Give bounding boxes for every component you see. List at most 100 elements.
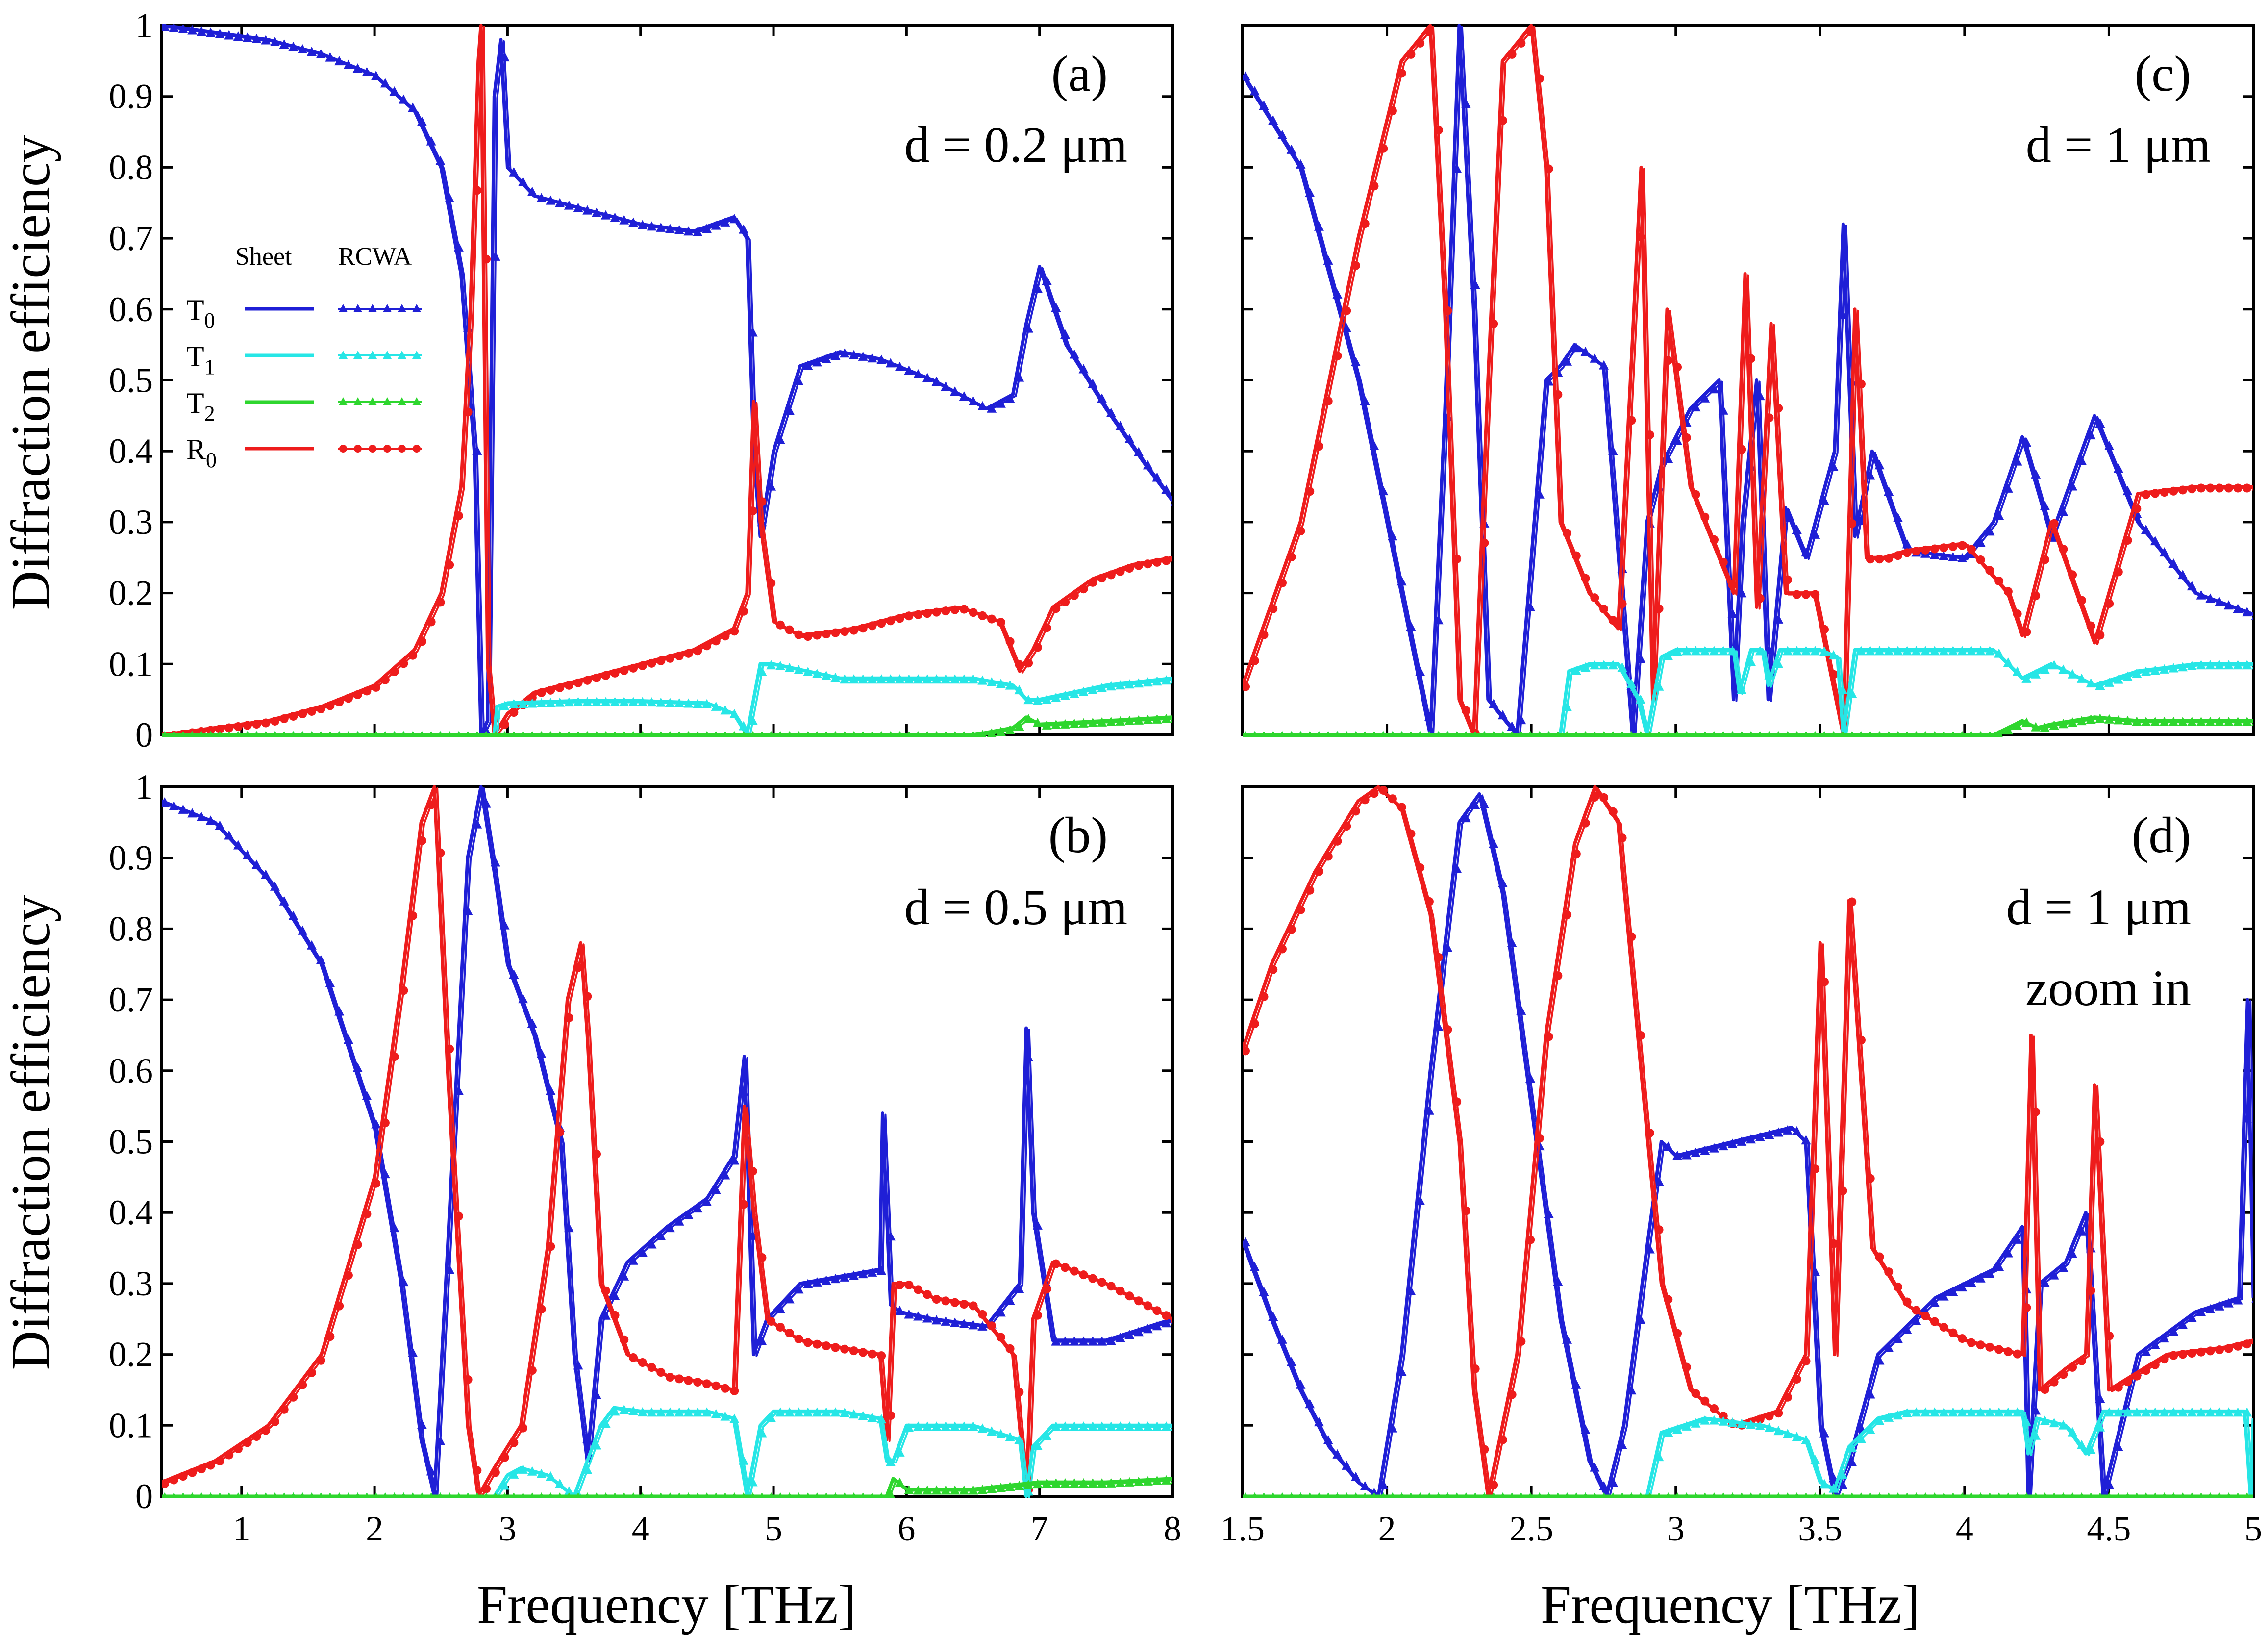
marker-T2	[1343, 731, 1350, 737]
marker-T0	[536, 1048, 547, 1058]
marker-T2	[1867, 1492, 1874, 1498]
marker-T2	[336, 1492, 343, 1498]
marker-T0	[2242, 607, 2252, 617]
marker-T1	[2187, 1407, 2197, 1417]
marker-R0	[1590, 593, 1599, 603]
marker-T2	[1950, 1492, 1956, 1498]
marker-R0	[1323, 396, 1333, 405]
marker-T1	[2068, 1427, 2078, 1437]
marker-T2	[1821, 731, 1828, 737]
marker-R0	[1424, 27, 1434, 36]
marker-R0	[1535, 1134, 1544, 1143]
marker-T2	[2198, 1492, 2204, 1498]
marker-T2	[1968, 1492, 1975, 1498]
marker-T0	[187, 808, 198, 818]
marker-R0	[1544, 164, 1553, 174]
marker-T2	[1023, 1480, 1034, 1489]
marker-T0	[1645, 1244, 1655, 1254]
marker-T2	[1042, 720, 1052, 730]
marker-T0	[757, 1336, 767, 1346]
marker-T0	[1479, 799, 1490, 808]
marker-T0	[435, 155, 446, 165]
marker-R0	[914, 1285, 923, 1294]
marker-T1	[1727, 646, 1738, 656]
marker-R0	[1645, 430, 1654, 440]
marker-T2	[345, 731, 352, 737]
marker-T2	[483, 731, 490, 737]
marker-T2	[2012, 720, 2022, 730]
marker-R0	[656, 656, 666, 665]
marker-T2	[253, 731, 260, 737]
marker-T2	[1600, 731, 1607, 737]
marker-T1	[922, 1421, 932, 1431]
marker-T2	[1656, 1492, 1662, 1498]
marker-R0	[693, 1378, 702, 1387]
marker-T0	[711, 1185, 721, 1194]
marker-R0	[1875, 1252, 1884, 1262]
marker-R0	[1654, 1225, 1664, 1235]
marker-T2	[977, 1485, 988, 1494]
marker-T2	[1840, 1492, 1846, 1498]
marker-T0	[518, 177, 528, 186]
marker-T0	[1737, 588, 1747, 598]
marker-T2	[841, 1492, 848, 1498]
marker-T2	[566, 731, 573, 737]
marker-T0	[637, 1247, 648, 1257]
marker-T1	[546, 1471, 556, 1481]
marker-T0	[1161, 1318, 1171, 1328]
marker-T2	[235, 731, 242, 737]
marker-R0	[822, 1341, 831, 1351]
marker-T0	[1764, 1130, 1774, 1139]
marker-R0	[2040, 555, 2049, 564]
marker-T1	[2068, 669, 2078, 679]
marker-T1	[2040, 1415, 2050, 1425]
marker-T2	[1453, 1492, 1460, 1498]
marker-T0	[2187, 1312, 2197, 1322]
marker-R0	[895, 1280, 904, 1289]
marker-R0	[463, 407, 473, 417]
marker-T1	[1042, 1431, 1052, 1440]
marker-T0	[904, 365, 914, 375]
marker-T0	[1277, 129, 1287, 139]
legend-marker-T2	[353, 397, 362, 405]
series-line-R0-rcwa	[1245, 787, 2253, 1498]
marker-R0	[1134, 1296, 1144, 1306]
marker-T2	[1821, 1492, 1828, 1498]
marker-R0	[1480, 538, 1489, 548]
marker-R0	[1125, 564, 1134, 573]
marker-T2	[1297, 731, 1304, 737]
marker-R0	[2095, 1137, 2105, 1146]
marker-T0	[298, 925, 308, 935]
marker-T1	[987, 1426, 997, 1436]
marker-T0	[555, 198, 565, 207]
marker-T2	[538, 731, 545, 737]
legend-marker-T2	[368, 397, 377, 405]
marker-T0	[738, 224, 748, 234]
marker-T1	[1171, 1427, 1172, 1431]
marker-T0	[683, 1210, 694, 1219]
marker-T2	[1509, 731, 1515, 737]
marker-T0	[1305, 187, 1315, 197]
marker-T0	[1902, 1324, 1912, 1334]
marker-T0	[564, 200, 574, 210]
marker-T2	[1757, 731, 1764, 737]
marker-T0	[848, 1270, 859, 1280]
marker-T0	[1957, 1282, 1968, 1292]
marker-T1	[1847, 1442, 1857, 1452]
marker-R0	[1259, 992, 1269, 1001]
marker-R0	[1599, 793, 1609, 802]
panel-annotation-b: d = 0.5 μm	[904, 879, 1127, 935]
marker-R0	[206, 1461, 215, 1470]
marker-T2	[281, 731, 288, 737]
marker-R0	[1507, 50, 1517, 59]
marker-T1	[674, 698, 684, 707]
marker-R0	[592, 673, 601, 682]
marker-T0	[2178, 570, 2188, 580]
marker-T2	[556, 731, 563, 737]
marker-T2	[786, 731, 793, 737]
marker-T0	[592, 207, 602, 217]
marker-T2	[612, 731, 618, 737]
marker-T2	[1270, 1492, 1276, 1498]
marker-T1	[2049, 1418, 2059, 1428]
marker-R0	[1443, 306, 1452, 315]
